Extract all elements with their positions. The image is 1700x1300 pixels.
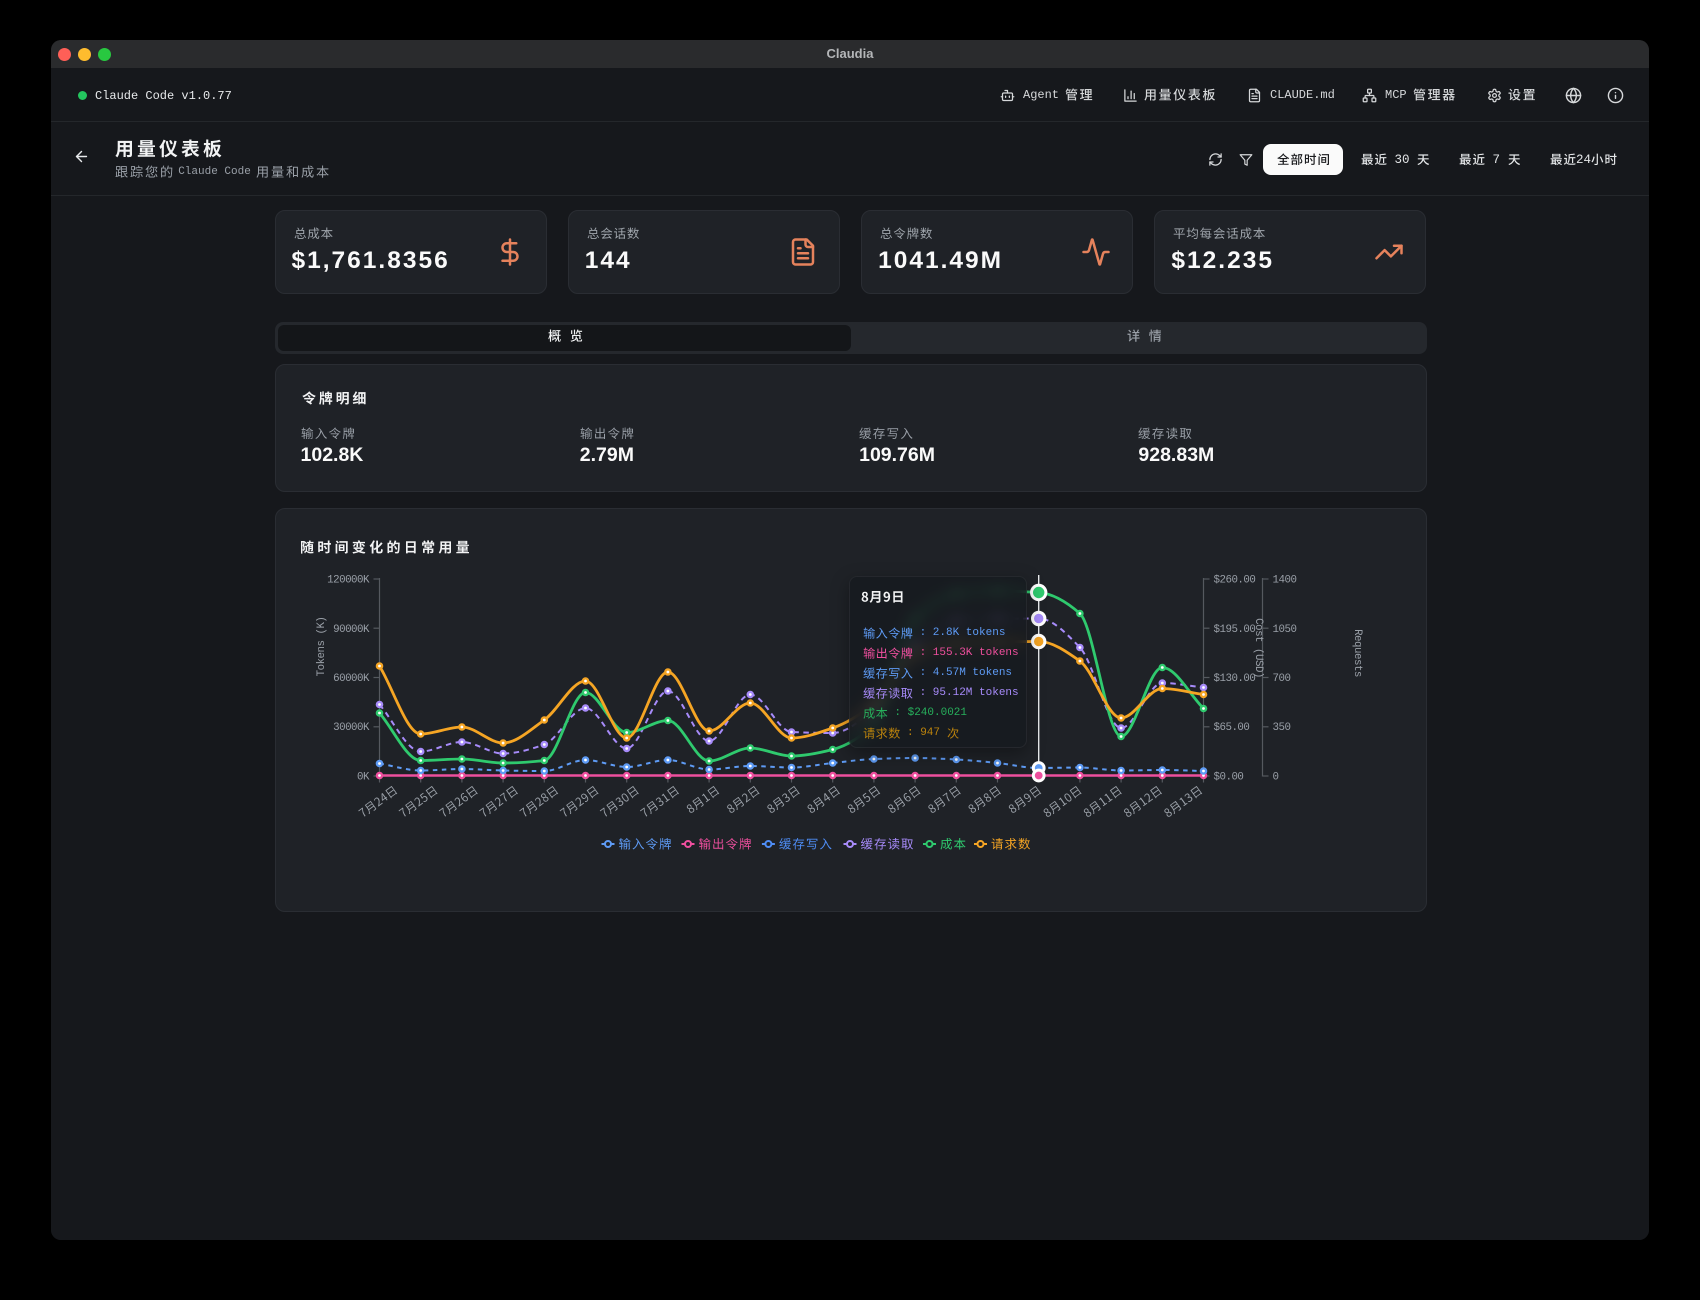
svg-text:700: 700 xyxy=(1272,673,1290,685)
svg-text:$65.00: $65.00 xyxy=(1213,722,1249,734)
svg-text:$260.00: $260.00 xyxy=(1213,575,1255,587)
svg-text:90000K: 90000K xyxy=(333,624,370,636)
svg-text:Requests: Requests xyxy=(1351,629,1363,677)
svg-text:0K: 0K xyxy=(357,772,370,784)
svg-text:Cost (USD): Cost (USD) xyxy=(1252,618,1264,678)
svg-text:1400: 1400 xyxy=(1272,575,1296,587)
svg-text:$130.00: $130.00 xyxy=(1213,673,1255,685)
svg-text:30000K: 30000K xyxy=(333,722,370,734)
svg-text:1050: 1050 xyxy=(1272,624,1296,636)
svg-text:$195.00: $195.00 xyxy=(1213,624,1255,636)
svg-text:$0.00: $0.00 xyxy=(1213,772,1243,784)
svg-text:350: 350 xyxy=(1272,722,1290,734)
svg-text:Tokens (K): Tokens (K) xyxy=(316,617,328,677)
svg-text:120000K: 120000K xyxy=(327,575,370,587)
svg-text:0: 0 xyxy=(1272,772,1278,784)
svg-text:60000K: 60000K xyxy=(333,673,370,685)
